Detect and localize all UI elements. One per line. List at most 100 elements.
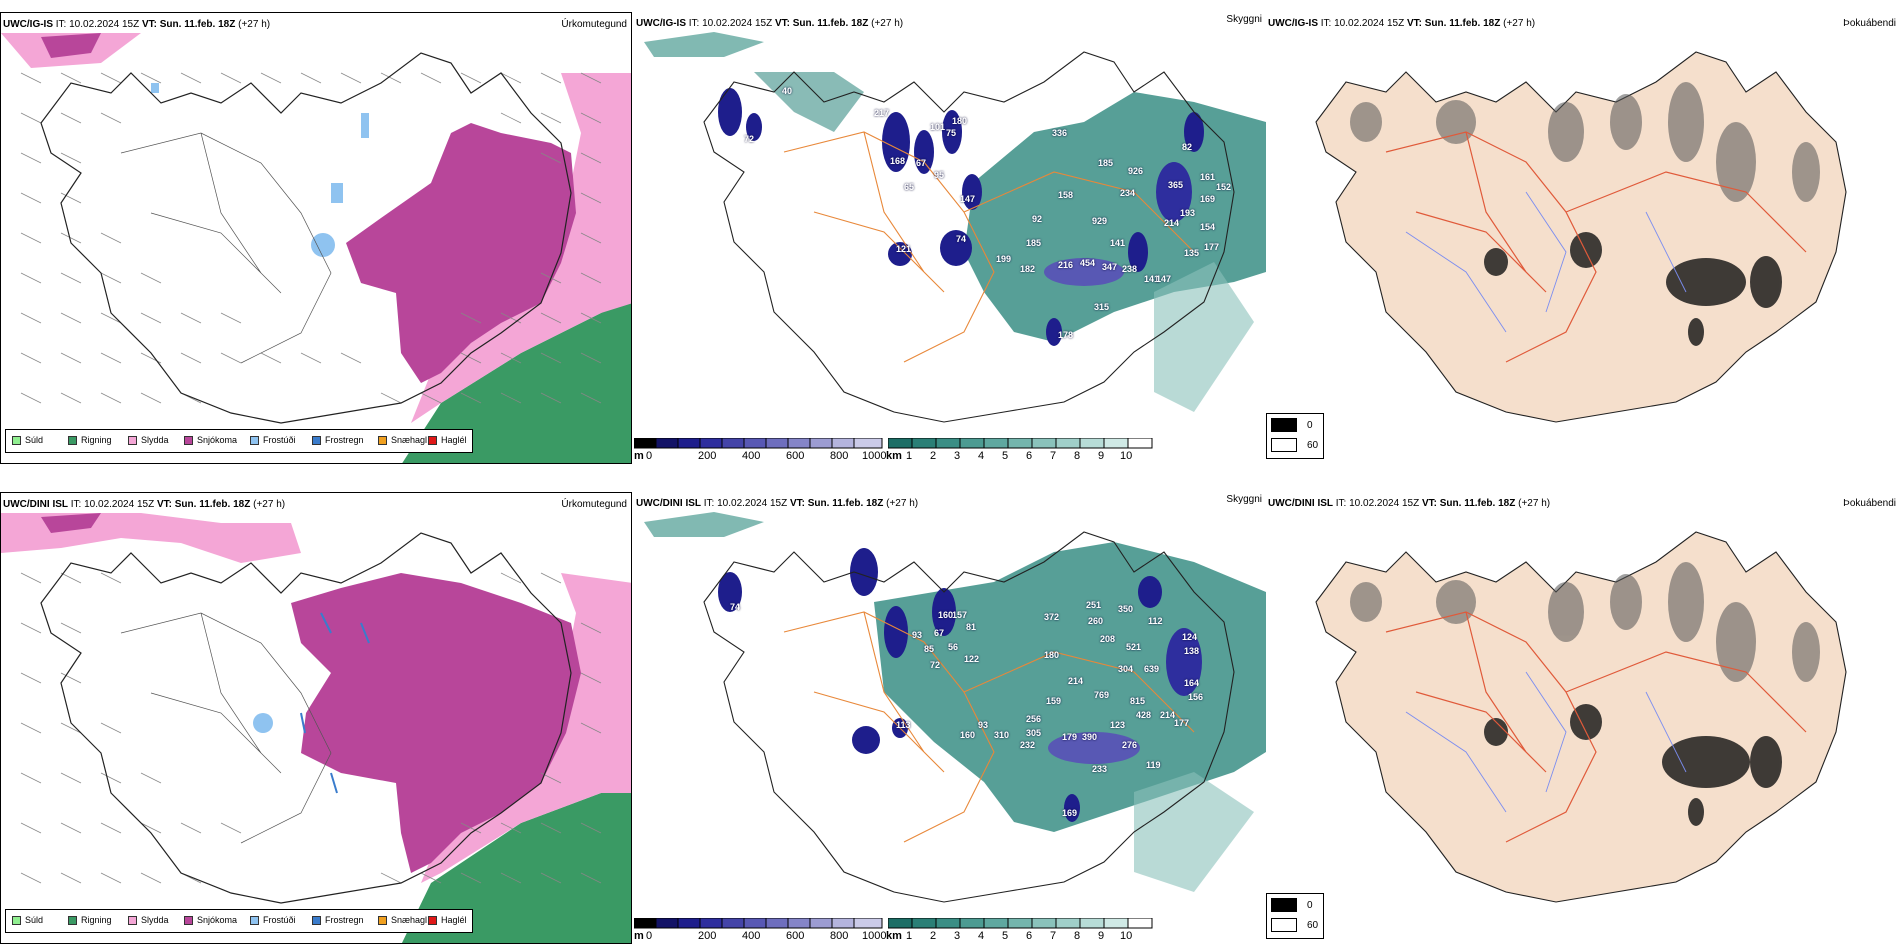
- ceiling-colorbar-row1: m 0 200 400 600 800 1000: [634, 438, 887, 464]
- ceiling-tick: 1000: [862, 450, 887, 462]
- ceiling-value-label: 304: [1118, 664, 1134, 674]
- fog-map-row1: [1266, 12, 1900, 432]
- visibility-unit: km: [886, 450, 902, 462]
- ceiling-value-label: 161: [1200, 172, 1216, 182]
- ceiling-value-label: 156: [1188, 692, 1204, 702]
- ceiling-value-label: 177: [1204, 242, 1220, 252]
- ceiling-value-label: 214: [1160, 710, 1176, 720]
- legend-item: Súld: [12, 915, 43, 925]
- legend-swatch: [184, 915, 193, 925]
- panel-title-row1-fog: UWC/IG-IS IT: 10.02.2024 15Z VT: Sun. 11…: [1268, 18, 1536, 29]
- fog-legend-item: 0: [1271, 418, 1313, 432]
- ceiling-value-label: 214: [1164, 218, 1180, 228]
- ceiling-value-label: 347: [1102, 262, 1118, 272]
- visibility-tick: 6: [1026, 450, 1033, 462]
- visibility-tick: 1: [906, 450, 913, 462]
- visibility-tick: 10: [1120, 930, 1133, 942]
- visibility-tick: 2: [930, 450, 937, 462]
- ceiling-value-label: 305: [1026, 728, 1042, 738]
- panel-title-row1-precip: UWC/IG-IS IT: 10.02.2024 15Z VT: Sun. 11…: [3, 19, 271, 30]
- visibility-panel-row2: UWC/DINI ISL IT: 10.02.2024 15Z VT: Sun.…: [634, 492, 1266, 944]
- visibility-map-row2: [634, 492, 1266, 912]
- visibility-tick: 2: [930, 930, 937, 942]
- ceiling-value-label: 74: [730, 602, 741, 612]
- legend-item: Rigning: [68, 915, 112, 925]
- legend-swatch: [68, 435, 77, 445]
- ceiling-value-label: 179: [1062, 732, 1078, 742]
- ceiling-value-label: 769: [1094, 690, 1110, 700]
- visibility-tick: 5: [1002, 450, 1009, 462]
- ceiling-value-label: 926: [1128, 166, 1144, 176]
- legend-swatch: [12, 435, 21, 445]
- visibility-tick: 1: [906, 930, 913, 942]
- ceiling-value-label: 147: [960, 194, 976, 204]
- ceiling-tick: 800: [830, 450, 849, 462]
- legend-item: Slydda: [128, 435, 169, 445]
- legend-item: Snæhagl: [378, 915, 427, 925]
- ceiling-value-label: 93: [912, 630, 923, 640]
- ceiling-tick: 600: [786, 450, 805, 462]
- visibility-tick: 6: [1026, 930, 1033, 942]
- ceiling-unit: m: [634, 930, 644, 942]
- ceiling-value-label: 336: [1052, 128, 1068, 138]
- ceiling-value-label: 315: [1094, 302, 1110, 312]
- visibility-tick: 7: [1050, 930, 1057, 942]
- legend-swatch: [312, 435, 321, 445]
- ceiling-value-label: 929: [1092, 216, 1108, 226]
- ceiling-value-label: 185: [1026, 238, 1042, 248]
- legend-item: Snæhagl: [378, 435, 427, 445]
- visibility-tick: 3: [954, 930, 961, 942]
- visibility-unit: km: [886, 930, 902, 942]
- ceiling-unit: m: [634, 450, 644, 462]
- legend-item: Frostúði: [250, 915, 296, 925]
- ceiling-value-label: 147: [1156, 274, 1172, 284]
- legend-swatch: [312, 915, 321, 925]
- ceiling-value-label: 233: [1092, 764, 1108, 774]
- ceiling-value-label: 72: [930, 660, 941, 670]
- ceiling-value-label: 72: [744, 134, 755, 144]
- ceiling-value-label: 159: [1046, 696, 1062, 706]
- fog-legend-row1: 0 60: [1266, 413, 1324, 459]
- legend-swatch: [378, 435, 387, 445]
- fog-map-row2: [1266, 492, 1900, 912]
- visibility-colorbar-row1: km 1 2 3 4 5 6 7 8 9 10: [886, 438, 1153, 464]
- ceiling-tick: 1000: [862, 930, 887, 942]
- legend-item: Haglél: [428, 435, 467, 445]
- fog-legend-item: 60: [1271, 438, 1318, 452]
- ceiling-value-label: 85: [924, 644, 935, 654]
- ceiling-value-label: 113: [896, 720, 911, 730]
- ceiling-value-label: 122: [964, 654, 980, 664]
- ceiling-value-label: 815: [1130, 696, 1146, 706]
- ceiling-value-label: 67: [934, 628, 945, 638]
- visibility-tick: 3: [954, 450, 961, 462]
- ceiling-value-label: 214: [1068, 676, 1084, 686]
- ceiling-value-label: 157: [952, 610, 968, 620]
- ceiling-value-label: 123: [1110, 720, 1126, 730]
- ceiling-tick: 0: [646, 930, 653, 942]
- legend-swatch: [184, 435, 193, 445]
- ceiling-value-label: 260: [1088, 616, 1104, 626]
- ceiling-value-label: 40: [782, 86, 793, 96]
- ceiling-value-label: 180: [1044, 650, 1060, 660]
- ceiling-value-label: 158: [1058, 190, 1074, 200]
- ceiling-value-label: 119: [1146, 760, 1161, 770]
- ceiling-value-label: 168: [890, 156, 906, 166]
- fog-swatch: [1271, 898, 1297, 912]
- ceiling-colorbar-row2: m 0 200 400 600 800 1000: [634, 918, 887, 944]
- ceiling-value-label: 454: [1080, 258, 1096, 268]
- ceiling-value-label: 256: [1026, 714, 1042, 724]
- ceiling-value-label: 74: [956, 234, 967, 244]
- ceiling-value-label: 101: [930, 122, 946, 132]
- ceiling-value-label: 141: [1110, 238, 1126, 248]
- ceiling-value-label: 428: [1136, 710, 1152, 720]
- visibility-colorbar-row2: km 1 2 3 4 5 6 7 8 9 10: [886, 918, 1153, 944]
- legend-swatch: [128, 435, 137, 445]
- ceiling-value-label: 121: [896, 244, 912, 254]
- visibility-tick: 5: [1002, 930, 1009, 942]
- legend-item: Snjókoma: [184, 435, 237, 445]
- ceiling-tick: 0: [646, 450, 653, 462]
- ceiling-value-label: 67: [916, 158, 927, 168]
- visibility-tick: 9: [1098, 930, 1105, 942]
- panel-title-row2-precip: UWC/DINI ISL IT: 10.02.2024 15Z VT: Sun.…: [3, 499, 286, 510]
- legend-swatch: [378, 915, 387, 925]
